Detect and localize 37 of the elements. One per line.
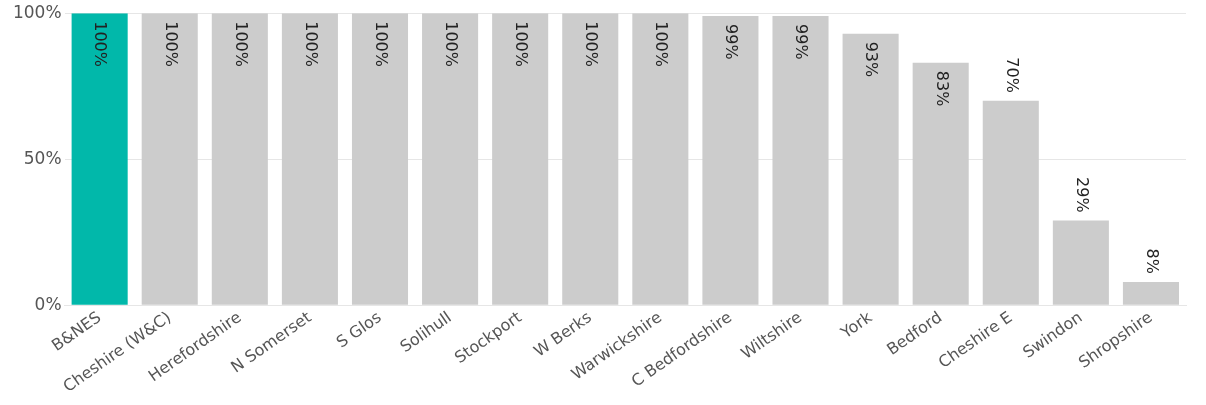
data-label: 100% [512, 21, 532, 67]
bar [632, 13, 689, 305]
y-tick-label: 50% [23, 147, 62, 168]
bar [422, 13, 479, 305]
data-label: 100% [91, 21, 111, 67]
bar [562, 13, 619, 305]
x-tick-label: S Glos [332, 307, 385, 352]
data-label: 100% [231, 21, 251, 67]
bar [1122, 281, 1179, 305]
data-label: 93% [862, 41, 882, 78]
bar [141, 13, 198, 305]
data-label: 8% [1142, 248, 1162, 274]
bar [702, 16, 759, 305]
bar [492, 13, 549, 305]
data-label: 100% [161, 21, 181, 67]
data-label: 99% [722, 24, 742, 60]
bar [772, 16, 829, 305]
bar [211, 13, 268, 305]
data-label: 100% [652, 21, 672, 67]
y-tick-label: 0% [34, 293, 62, 314]
y-tick-label: 100% [12, 1, 62, 22]
bar [912, 62, 969, 305]
data-label: 83% [932, 70, 952, 107]
x-tick-label: York [836, 306, 876, 343]
bar [281, 13, 338, 305]
data-label: 100% [301, 21, 321, 67]
bar [982, 100, 1039, 305]
bar [71, 13, 128, 305]
bar [1052, 220, 1109, 305]
data-label: 29% [1072, 177, 1092, 213]
data-label: 100% [371, 21, 391, 67]
data-label: 99% [792, 24, 812, 60]
bar [842, 33, 899, 305]
bar [351, 13, 409, 305]
data-label: 100% [441, 21, 461, 67]
data-label: 70% [1002, 57, 1022, 93]
data-label: 100% [582, 21, 602, 67]
